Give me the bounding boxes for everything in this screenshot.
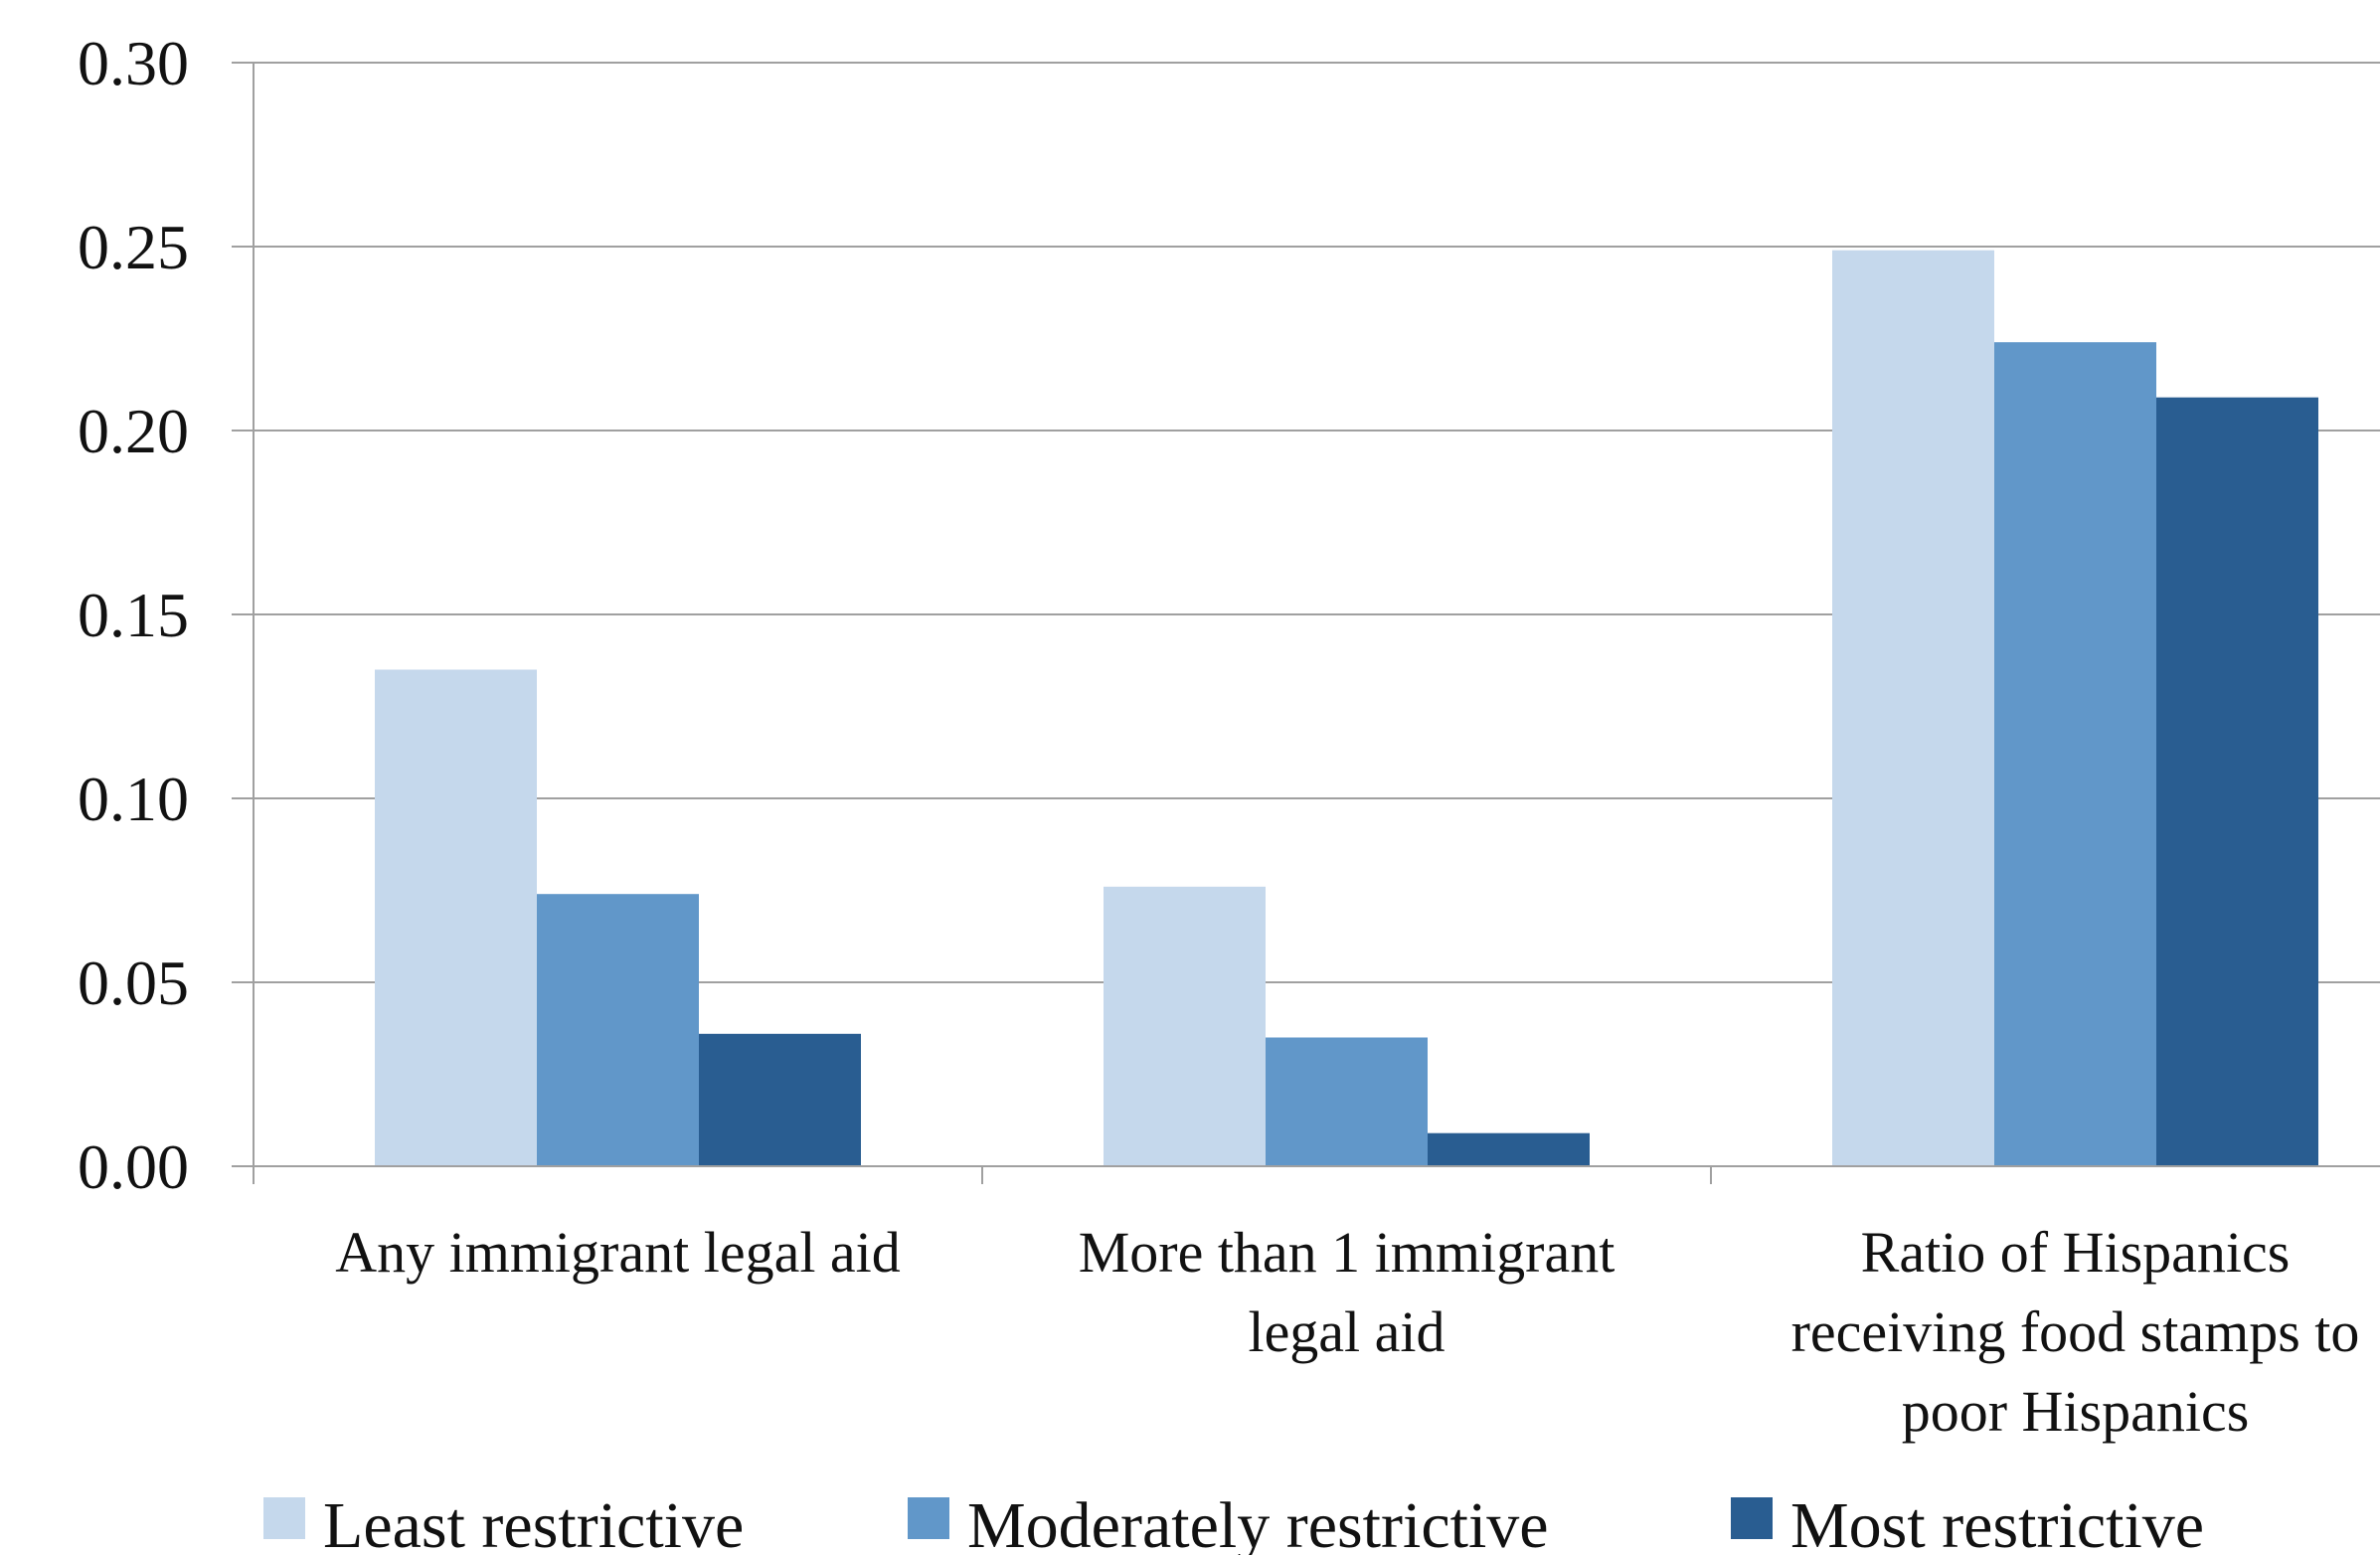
x-category-label: receiving food stamps to	[1791, 1299, 2360, 1364]
legend-swatch	[263, 1497, 305, 1539]
legend-swatch	[1731, 1497, 1773, 1539]
bar-most-restrictive	[699, 1033, 861, 1166]
legend-label: Moderately restrictive	[967, 1489, 1549, 1555]
bar-least-restrictive	[1832, 250, 1994, 1166]
y-tick-label: 0.10	[78, 764, 189, 834]
axes	[253, 63, 2380, 1184]
bars	[375, 250, 2318, 1166]
y-tick-label: 0.00	[78, 1131, 189, 1202]
y-axis-tick-labels: 0.00 0.05 0.10 0.15 0.20 0.25 0.30	[78, 28, 189, 1202]
y-tick-label: 0.15	[78, 580, 189, 650]
y-tick-label: 0.25	[78, 212, 189, 282]
y-tick-label: 0.05	[78, 948, 189, 1018]
x-category-label: More than 1 immigrant	[1079, 1220, 1615, 1285]
x-axis-category-labels: Any immigrant legal aid More than 1 immig…	[335, 1220, 2359, 1444]
x-category-label: Any immigrant legal aid	[335, 1220, 901, 1285]
x-category-label: poor Hispanics	[1902, 1379, 2250, 1444]
y-tick-label: 0.30	[78, 28, 189, 98]
y-tick-label: 0.20	[78, 396, 189, 466]
bar-least-restrictive	[1104, 886, 1266, 1166]
bar-moderately-restrictive	[1994, 342, 2156, 1166]
legend: Least restrictive Moderately restrictive M…	[263, 1489, 2204, 1555]
x-category-label: legal aid	[1248, 1299, 1445, 1364]
bar-most-restrictive	[1428, 1132, 1590, 1166]
legend-label: Least restrictive	[323, 1489, 744, 1555]
legend-label: Most restrictive	[1790, 1489, 2204, 1555]
bar-least-restrictive	[375, 669, 537, 1166]
legend-swatch	[908, 1497, 949, 1539]
bar-most-restrictive	[2156, 397, 2318, 1166]
bar-moderately-restrictive	[537, 894, 699, 1166]
bar-moderately-restrictive	[1266, 1037, 1428, 1166]
x-category-label: Ratio of Hispanics	[1861, 1220, 2291, 1285]
